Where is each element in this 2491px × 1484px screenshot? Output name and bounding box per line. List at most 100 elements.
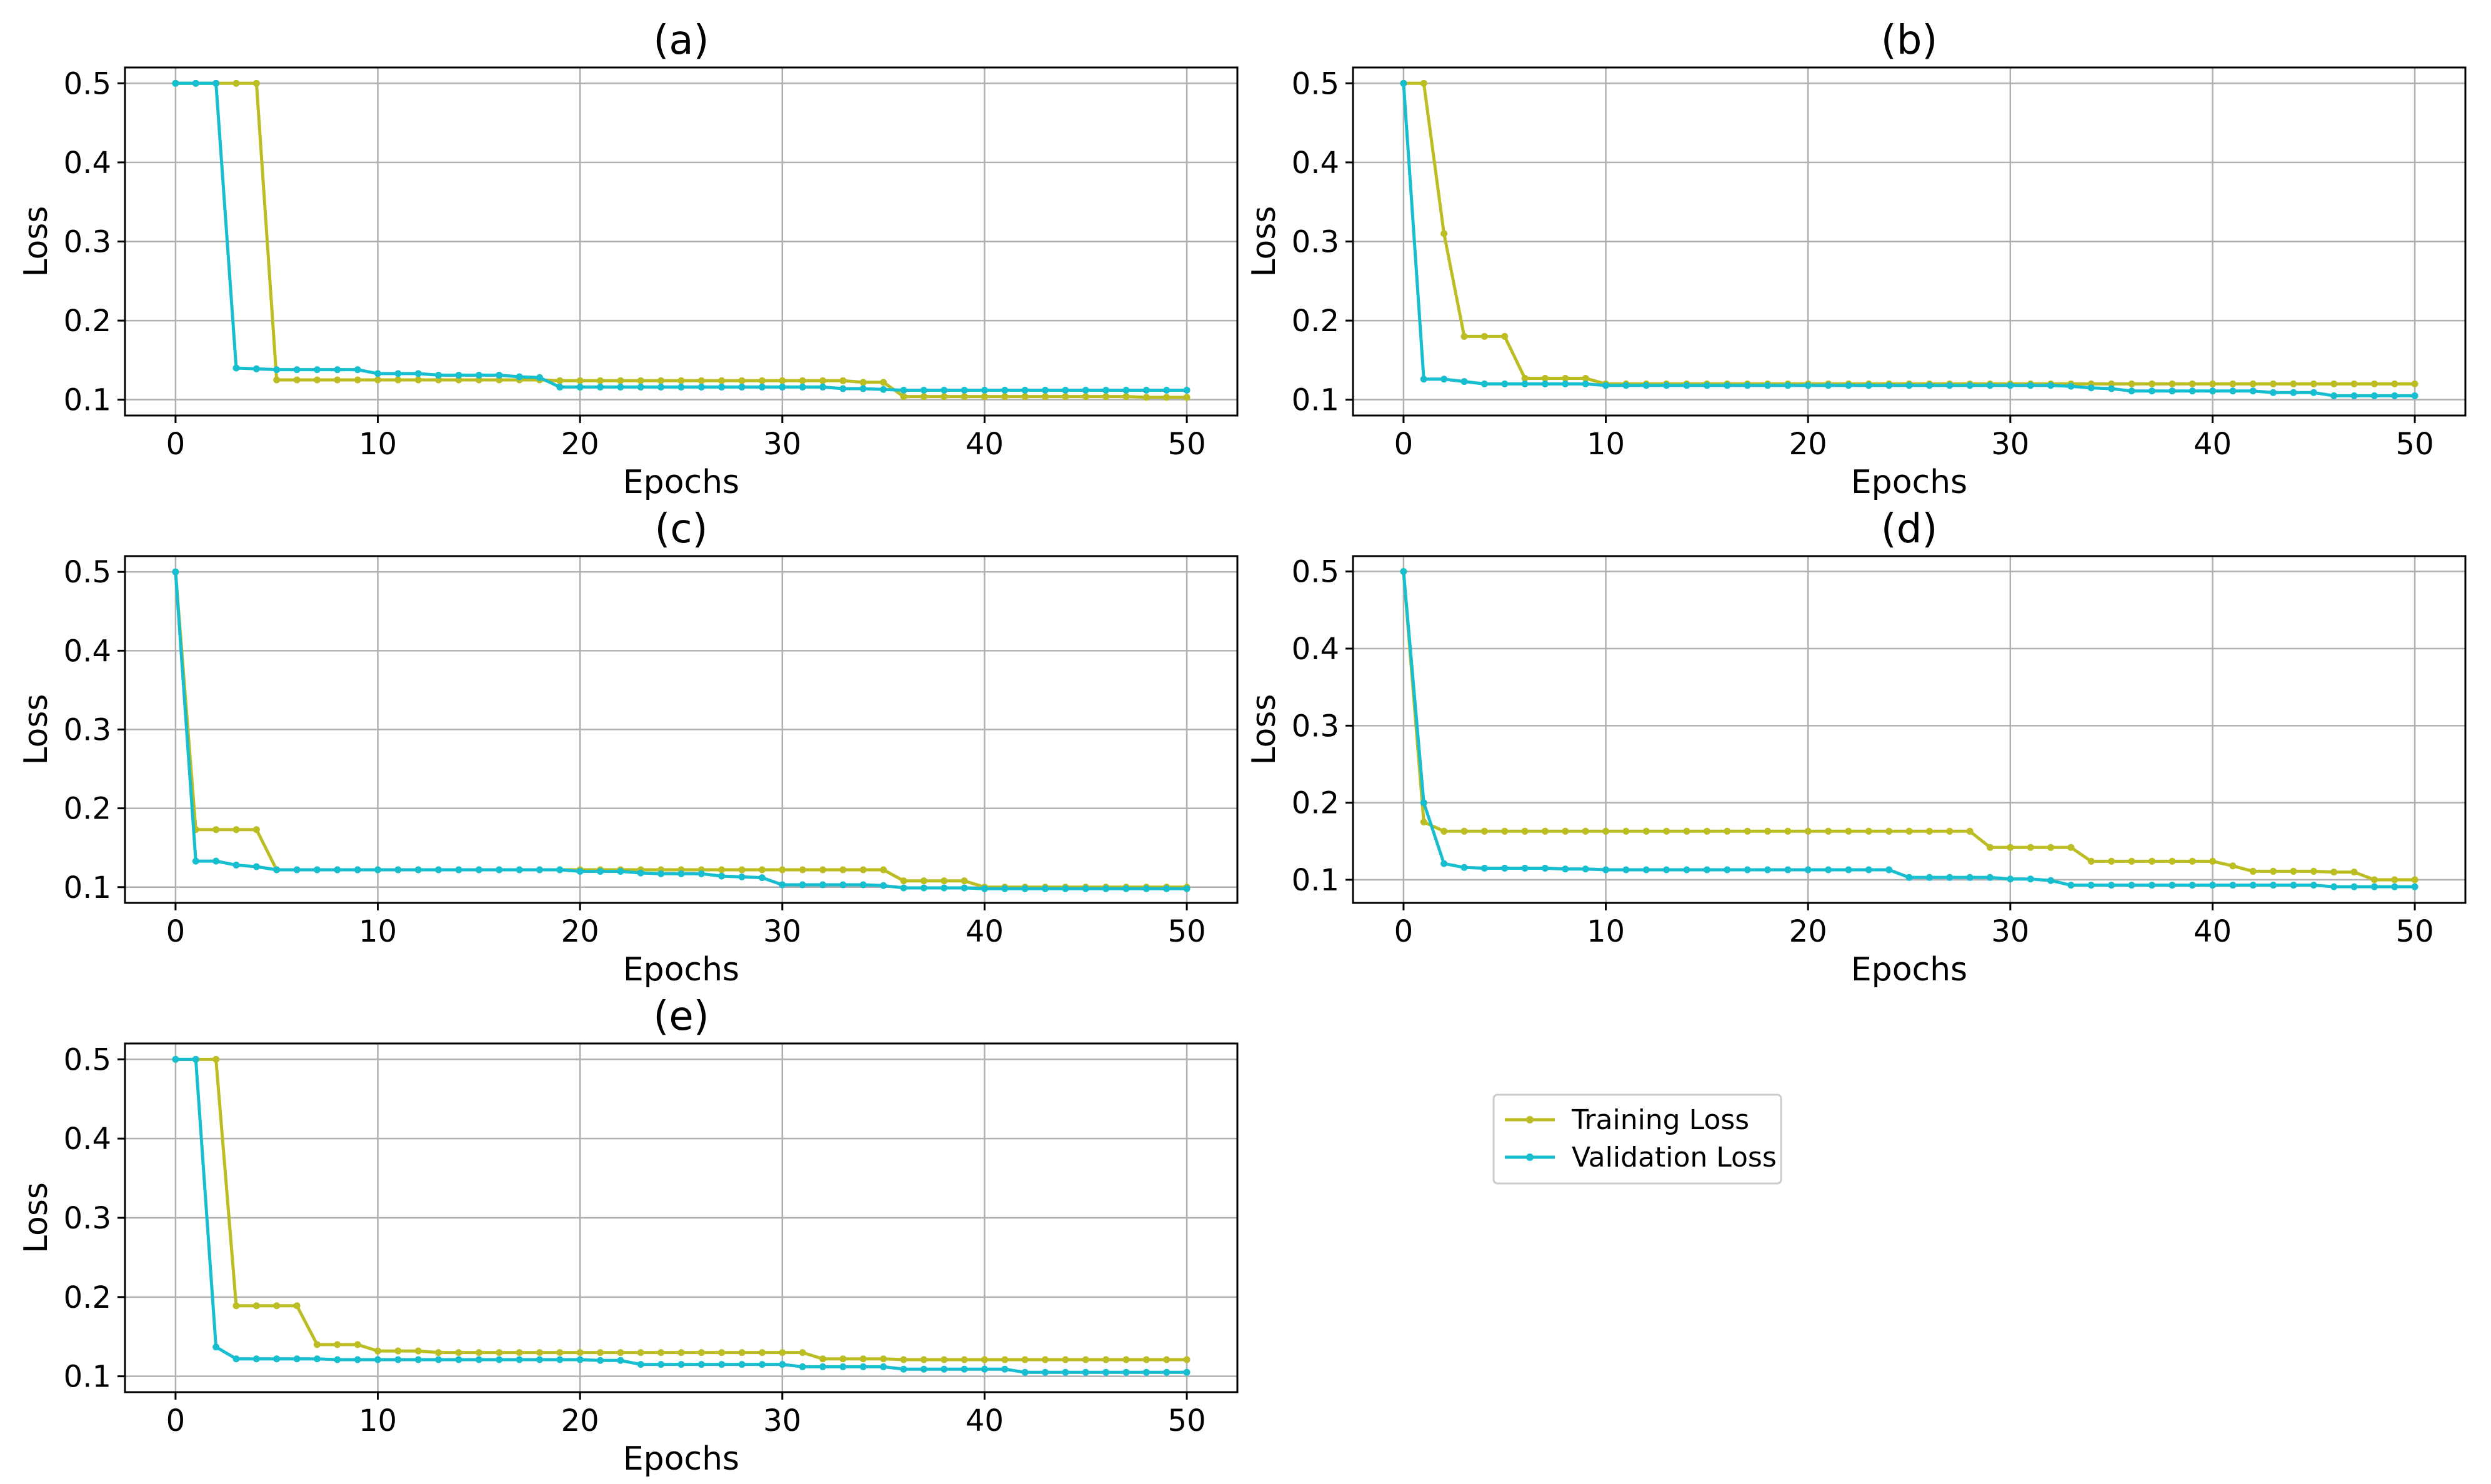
data-point	[657, 1349, 665, 1357]
data-point	[920, 1365, 927, 1373]
data-point	[374, 1347, 382, 1355]
data-point	[597, 1357, 604, 1364]
x-tick-label: 10	[1587, 427, 1625, 462]
data-point	[839, 1363, 847, 1370]
data-point	[1562, 865, 1569, 873]
data-point	[1062, 386, 1069, 394]
data-point	[455, 866, 462, 874]
data-point	[273, 376, 281, 384]
data-point	[232, 1355, 240, 1363]
data-point	[1183, 1368, 1191, 1376]
data-point	[293, 366, 301, 374]
data-point	[2148, 857, 2155, 865]
data-point	[2310, 867, 2317, 875]
y-tick-label: 0.4	[64, 146, 111, 181]
data-point	[1142, 1356, 1150, 1363]
data-point	[799, 866, 806, 874]
data-point	[657, 377, 665, 384]
legend: Training Loss Validation Loss	[1492, 1093, 1782, 1185]
data-point	[2108, 857, 2115, 865]
data-point	[941, 1365, 948, 1373]
data-point	[293, 1355, 301, 1363]
data-point	[1925, 874, 1933, 881]
data-point	[1082, 1368, 1089, 1376]
data-point	[212, 857, 220, 865]
data-point	[961, 393, 968, 401]
data-point	[1122, 393, 1130, 401]
data-point	[2290, 867, 2297, 875]
data-point	[252, 863, 260, 870]
data-point	[880, 379, 887, 386]
y-tick-label: 0.1	[64, 383, 111, 418]
data-point	[1724, 827, 1731, 835]
data-point	[961, 1356, 968, 1363]
data-point	[1521, 375, 1529, 382]
data-point	[2209, 857, 2216, 865]
data-point	[2370, 392, 2378, 399]
data-point	[313, 366, 321, 374]
data-point	[212, 1343, 220, 1351]
data-point	[496, 866, 503, 874]
data-point	[2209, 380, 2216, 387]
x-tick-label: 20	[1789, 427, 1827, 462]
data-point	[1744, 866, 1751, 874]
data-point	[657, 1361, 665, 1368]
data-point	[252, 365, 260, 372]
data-point	[576, 868, 584, 875]
data-point	[1062, 393, 1069, 401]
data-point	[252, 79, 260, 87]
data-point	[718, 1349, 726, 1357]
data-point	[597, 377, 604, 384]
data-point	[2067, 844, 2075, 851]
data-point	[880, 882, 887, 889]
data-point	[374, 866, 382, 874]
data-point	[1440, 230, 1448, 237]
data-point	[779, 377, 786, 384]
y-tick-label: 0.4	[64, 634, 111, 669]
data-point	[1602, 827, 1610, 835]
data-point	[354, 366, 361, 374]
data-point	[1602, 866, 1610, 874]
data-point	[2330, 869, 2338, 876]
data-point	[2270, 389, 2277, 396]
data-point	[1946, 382, 1954, 389]
data-point	[941, 393, 948, 401]
data-point	[1602, 382, 1610, 389]
data-point	[475, 1349, 482, 1357]
data-point	[2391, 380, 2399, 387]
y-tick-label: 0.5	[64, 1042, 111, 1077]
data-point	[2290, 380, 2297, 387]
data-point	[758, 377, 766, 384]
data-point	[1946, 874, 1954, 881]
data-point	[374, 376, 382, 384]
data-point	[738, 1361, 746, 1368]
data-point	[394, 1356, 402, 1363]
y-tick-label: 0.4	[1292, 146, 1339, 181]
data-point	[981, 386, 988, 394]
data-point	[900, 1356, 907, 1363]
series-line-training-loss	[175, 1057, 1187, 1362]
data-point	[475, 371, 482, 379]
data-point	[2229, 882, 2237, 889]
data-point	[799, 383, 806, 391]
data-point	[1501, 332, 1509, 340]
data-point	[2169, 380, 2176, 387]
data-point	[435, 371, 442, 379]
data-point	[1163, 394, 1171, 401]
data-point	[1183, 1356, 1191, 1363]
series-line-training-loss	[175, 81, 1187, 399]
data-point	[779, 1361, 786, 1368]
data-point	[1724, 382, 1731, 389]
data-point	[1622, 382, 1630, 389]
x-tick-label: 0	[1394, 914, 1414, 949]
data-point	[2330, 883, 2338, 890]
data-point	[981, 393, 988, 401]
data-point	[920, 393, 927, 401]
y-tick-label: 0.4	[64, 1122, 111, 1157]
data-point	[1142, 394, 1150, 401]
data-point	[1142, 885, 1150, 892]
y-tick-label: 0.2	[64, 1280, 111, 1315]
x-tick-label: 50	[2396, 427, 2434, 462]
data-point	[212, 79, 220, 87]
subplots: 0 10 20 30 40 500.10.20.30.40.5(a)EpochsLoss0…	[17, 17, 2467, 1478]
